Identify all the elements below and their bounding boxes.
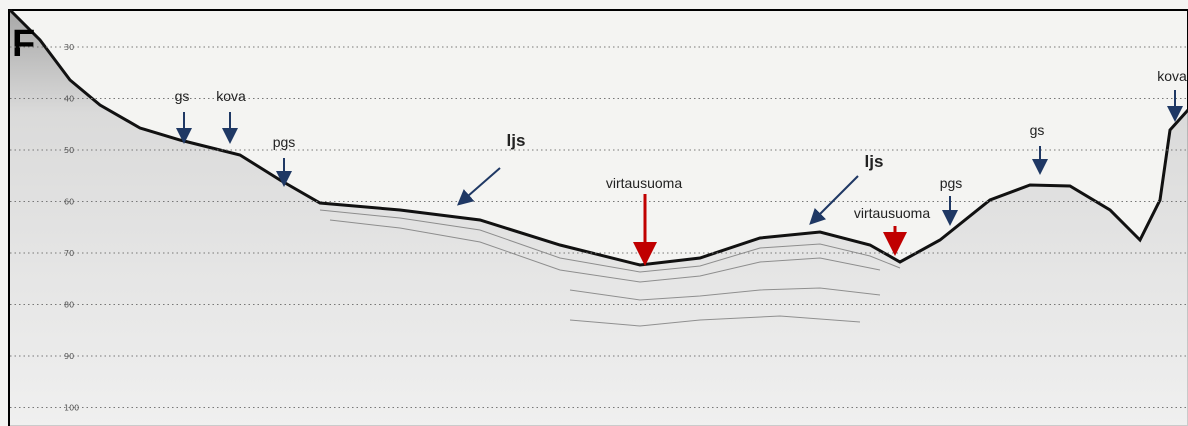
depth-label: 100 <box>64 404 79 413</box>
profile-figure: F 30 40 50 60 70 80 90 100 gs kova pgs ljs virtausu… <box>0 0 1188 426</box>
annotation-label: virtausuoma <box>854 205 930 221</box>
annotation-label: pgs <box>273 134 296 150</box>
annotation-label: virtausuoma <box>606 175 682 191</box>
depth-label: 50 <box>64 146 74 155</box>
annotation-label: kova <box>216 88 246 104</box>
depth-label: 70 <box>64 249 74 258</box>
depth-label: 30 <box>64 43 74 52</box>
panel-label: F <box>12 23 35 65</box>
depth-label: 90 <box>64 352 74 361</box>
annotation-label: pgs <box>940 175 963 191</box>
depth-label: 60 <box>64 198 74 207</box>
depth-label: 40 <box>64 95 74 104</box>
annotation-label: ljs <box>865 152 884 171</box>
annotation-label: gs <box>1030 122 1045 138</box>
annotation-label: ljs <box>507 131 526 150</box>
depth-label: 80 <box>64 301 74 310</box>
annotation-label: gs <box>175 88 190 104</box>
annotation-label: kova <box>1157 68 1187 84</box>
